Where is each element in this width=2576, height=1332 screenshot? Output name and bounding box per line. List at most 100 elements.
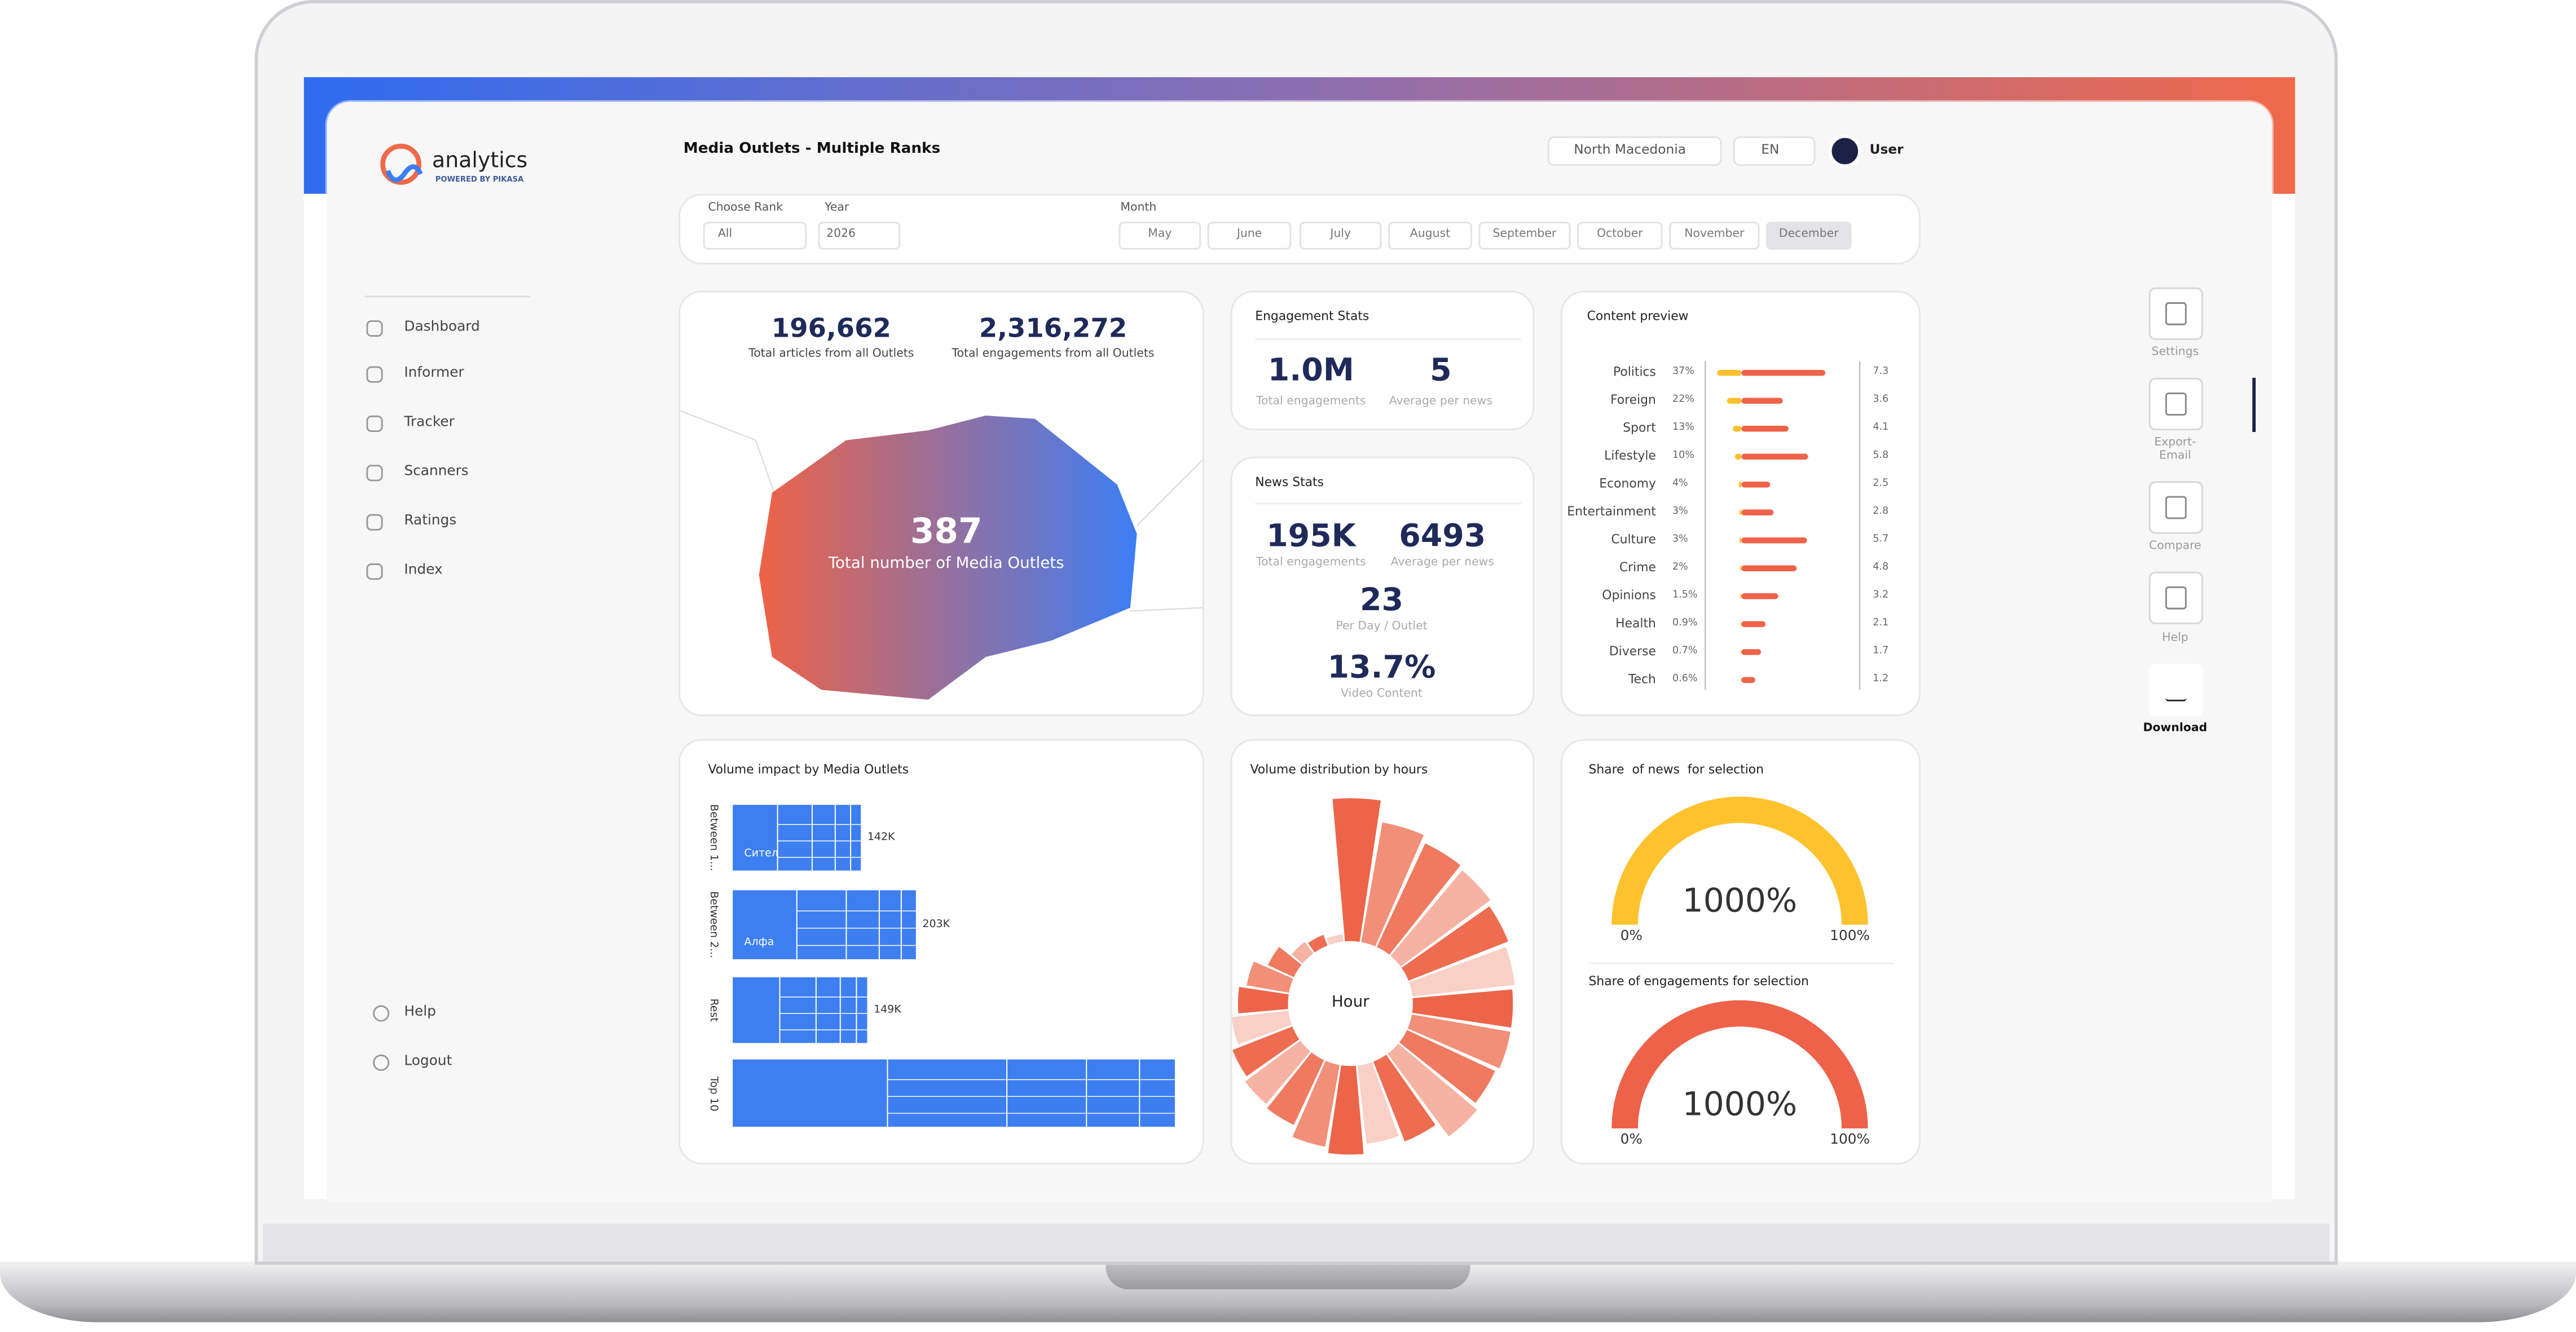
category-label: Culture [1611,532,1656,547]
month-button[interactable] [1388,222,1472,250]
gauge-min: 0% [1620,928,1643,945]
news-stats-card [1230,456,1535,716]
toolbar-label[interactable]: Settings [2151,345,2199,359]
divider [1588,962,1895,964]
month-button[interactable] [1119,222,1201,250]
toolbar-label[interactable]: Download [2143,721,2208,735]
label[interactable]: December [1778,227,1839,240]
nav-item[interactable]: Informer [404,365,464,382]
label: Average per news [1390,555,1494,569]
label: Video Content [1341,686,1423,700]
value-label: 142K [867,830,895,844]
hours-card [1230,739,1535,1165]
month-button[interactable] [1577,222,1663,250]
toolbar-button[interactable] [2148,377,2203,431]
nav-icon [373,1005,390,1022]
category-label: Opinions [1602,588,1656,603]
score-label: 5.7 [1873,533,1889,545]
kpi-value: 195K [1266,518,1356,555]
card-title: Volume impact by Media Outlets [708,762,909,777]
label: Month [1120,200,1157,214]
share-label: 10% [1672,449,1694,461]
label[interactable]: September [1492,227,1557,240]
toolbar-icon [2165,302,2187,325]
month-button[interactable] [1766,222,1852,250]
user-avatar[interactable] [1828,134,1862,168]
month-button[interactable] [1207,222,1292,250]
month-button[interactable] [1299,222,1382,250]
score-label: 5.8 [1873,449,1889,461]
category-label: Lifestyle [1604,448,1656,463]
language-select[interactable] [1733,136,1816,166]
score-label: 3.2 [1873,589,1889,601]
toolbar-button[interactable] [2148,571,2203,624]
country-select[interactable] [1547,136,1722,166]
category-label: Foreign [1610,392,1656,407]
toolbar-label[interactable]: Help [2162,630,2189,645]
share-label: 13% [1672,421,1694,434]
card-title: Share of engagements for selection [1588,973,1809,989]
category-label: Politics [1613,364,1656,380]
nav-item[interactable]: Index [404,562,443,579]
nav-item[interactable]: Logout [404,1053,452,1070]
toolbar-icon [2165,678,2187,702]
share-label: 3% [1672,505,1688,517]
toolbar-button[interactable] [2148,663,2203,716]
nav-item[interactable]: Scanners [404,464,469,480]
label[interactable]: August [1410,227,1451,240]
center-label: Hour [1331,993,1370,1012]
gauge-max: 100% [1830,928,1870,945]
label[interactable]: July [1330,227,1351,240]
share-label: 0.9% [1672,617,1698,629]
group-label: Between 1... [707,804,721,871]
label[interactable]: All [717,227,733,240]
laptop-chin [263,1223,2330,1262]
year-select[interactable] [818,222,901,250]
toolbar-button[interactable] [2148,481,2203,534]
month-button[interactable] [1669,222,1760,250]
label[interactable]: June [1236,227,1262,240]
share-label: 37% [1672,365,1694,378]
share-label: 22% [1672,394,1694,405]
toolbar-icon [2165,496,2187,519]
user-menu[interactable]: User [1869,142,1904,157]
rank-select[interactable] [703,222,807,250]
nav-item[interactable]: Dashboard [404,319,480,336]
kpi-value: 2,316,272 [979,312,1128,344]
label[interactable]: May [1148,227,1172,240]
nav-icon [366,415,383,433]
share-label: 3% [1672,533,1688,545]
country-label[interactable]: North Macedonia [1574,142,1686,157]
language-label[interactable]: EN [1761,142,1780,157]
content-preview-card [1560,290,1921,716]
nav-icon [366,514,383,531]
nav-item[interactable]: Tracker [404,414,455,431]
kpi-value: 23 [1359,582,1404,619]
kpi-value: 6493 [1399,518,1486,555]
card-title: News Stats [1255,474,1324,489]
score-label: 2.5 [1873,477,1889,489]
label[interactable]: November [1684,227,1745,240]
label: Total engagements from all Outlets [952,347,1155,360]
label: Total number of Media Outlets [828,554,1064,573]
label[interactable]: 2026 [826,227,856,240]
category-label: Health [1615,615,1656,631]
share-label: 4% [1672,477,1688,489]
category-label: Crime [1619,559,1656,575]
share-label: 2% [1672,561,1688,573]
score-label: 7.3 [1873,365,1889,378]
group-label: Between 2... [707,891,721,959]
month-button[interactable] [1478,222,1571,250]
toolbar-label[interactable]: Compare [2149,539,2201,553]
logo: analytics [432,149,528,174]
divider [1255,338,1522,340]
search-underline [364,295,531,298]
label[interactable]: October [1597,227,1643,240]
nav-item[interactable]: Help [404,1004,436,1021]
toolbar-button[interactable] [2148,287,2203,340]
nav-item[interactable]: Ratings [404,513,457,530]
laptop-notch [1106,1261,1470,1290]
toolbar-label[interactable]: Export-Email [2154,435,2196,462]
